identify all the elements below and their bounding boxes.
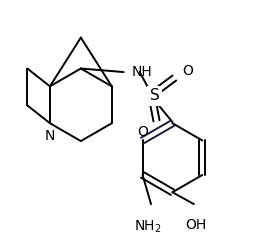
Text: NH: NH — [131, 65, 152, 79]
Text: S: S — [150, 88, 159, 103]
Text: N: N — [45, 129, 55, 143]
Text: O: O — [137, 125, 148, 138]
Text: OH: OH — [186, 218, 207, 232]
Text: O: O — [183, 64, 194, 78]
Text: NH$_2$: NH$_2$ — [134, 218, 161, 235]
